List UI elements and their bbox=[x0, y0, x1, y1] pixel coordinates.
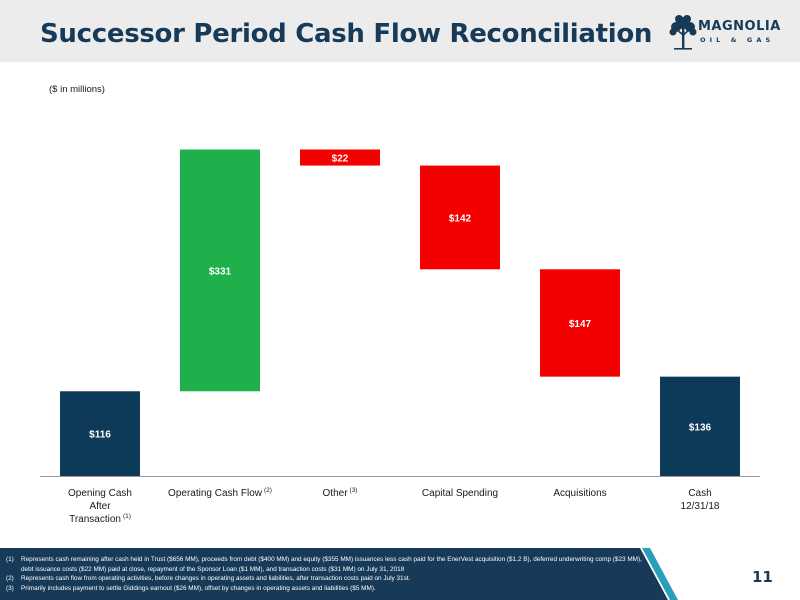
logo-wordmark: MAGNOLIA bbox=[698, 19, 781, 34]
page-number: 11 bbox=[752, 568, 773, 586]
units-note: ($ in millions) bbox=[49, 84, 105, 95]
footnote-text: Represents cash flow from operating acti… bbox=[21, 575, 411, 583]
data-label: $116 bbox=[89, 430, 111, 441]
footnote-number: (1) bbox=[6, 556, 14, 563]
x-tick-label: Cash bbox=[688, 488, 711, 499]
footnotes: (1) Represents cash remaining after cash… bbox=[6, 555, 656, 594]
footnote-1: (1) Represents cash remaining after cash… bbox=[6, 555, 656, 574]
data-label: $136 bbox=[689, 422, 712, 433]
waterfall-bar bbox=[660, 376, 740, 476]
x-tick-label: Opening Cash bbox=[68, 488, 132, 499]
logo-subtitle: OIL & GAS bbox=[700, 36, 775, 44]
waterfall-bar bbox=[300, 149, 380, 166]
header-band bbox=[0, 0, 800, 62]
footnote-text: Represents cash remaining after cash hel… bbox=[21, 556, 642, 573]
footnote-2: (2) Represents cash flow from operating … bbox=[6, 574, 656, 584]
waterfall-bar bbox=[420, 165, 500, 270]
data-label: $22 bbox=[332, 154, 349, 165]
x-tick-label: Operating Cash Flow (2) bbox=[168, 487, 272, 499]
x-tick-label: Transaction (1) bbox=[69, 513, 131, 525]
footnote-number: (3) bbox=[6, 585, 14, 593]
x-tick-label: Capital Spending bbox=[422, 488, 498, 499]
waterfall-bar bbox=[540, 269, 620, 377]
x-tick-label: 12/31/18 bbox=[681, 501, 720, 512]
footnote-number: (2) bbox=[6, 575, 14, 583]
waterfall-chart: $116 $331 $22 $142 $147 $136 Opening Cash After… bbox=[40, 149, 760, 525]
data-label: $331 bbox=[209, 266, 232, 277]
waterfall-bar bbox=[180, 149, 260, 392]
x-tick-label: Acquisitions bbox=[553, 488, 606, 499]
footer-band bbox=[0, 548, 678, 600]
company-logo: MAGNOLIA OIL & GAS bbox=[668, 12, 786, 54]
data-label: $142 bbox=[449, 213, 472, 224]
page-title: Successor Period Cash Flow Reconciliatio… bbox=[40, 19, 653, 49]
waterfall-bar bbox=[60, 391, 140, 476]
tree-logo-icon bbox=[669, 15, 697, 50]
footnote-text: Primarily includes payment to settle Gid… bbox=[21, 585, 376, 593]
x-tick-label: After bbox=[89, 501, 111, 512]
x-tick-label: Other (3) bbox=[323, 487, 358, 499]
data-label: $147 bbox=[569, 319, 592, 330]
footnote-3: (3) Primarily includes payment to settle… bbox=[6, 584, 656, 594]
